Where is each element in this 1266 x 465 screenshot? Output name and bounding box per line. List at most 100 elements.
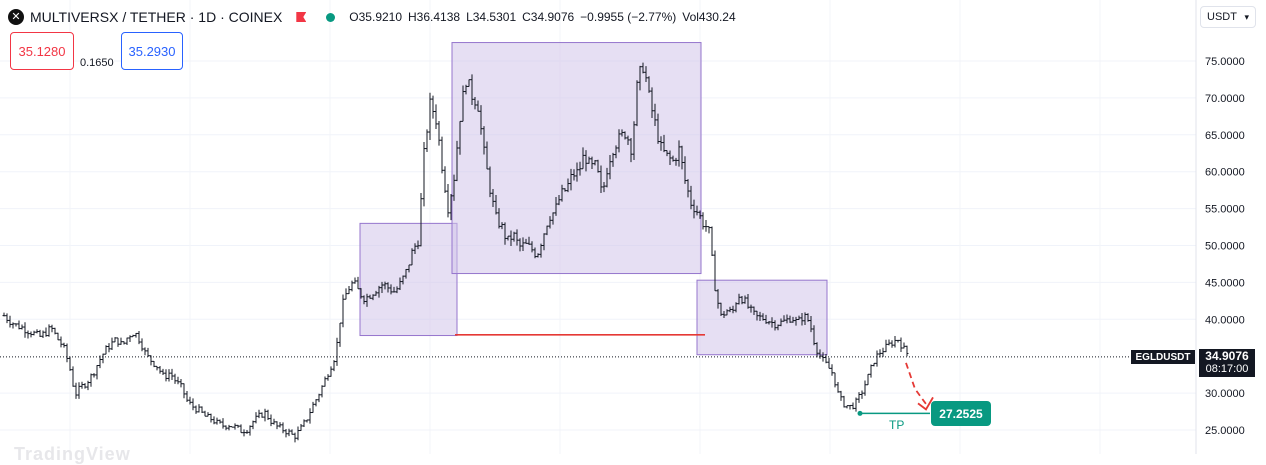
ohlc-bar xyxy=(848,404,852,410)
ohlc-bar xyxy=(572,169,576,181)
tp-price-tag[interactable]: 27.2525 xyxy=(931,401,991,426)
spread-value: 0.1650 xyxy=(80,45,114,81)
ohlc-bar xyxy=(215,417,219,425)
ohlc-bar xyxy=(707,226,711,234)
ohlc-bar xyxy=(308,408,312,424)
ohlc-bar xyxy=(674,157,678,166)
ohlc-bar xyxy=(209,413,213,423)
ohlc-bar xyxy=(293,432,297,443)
ohlc-bar xyxy=(623,131,627,140)
ohlc-bar xyxy=(335,337,339,366)
ohlc-bar xyxy=(827,357,831,369)
symbol-title[interactable]: MULTIVERSX / TETHER · 1D · COINEX xyxy=(30,9,283,25)
ohlc-bar xyxy=(131,334,135,338)
ohlc-bar xyxy=(395,286,399,294)
ohlc-bar xyxy=(755,310,759,321)
ohlc-bar xyxy=(605,167,609,188)
ohlc-bar xyxy=(263,408,267,422)
ohlc-bar xyxy=(254,412,258,424)
ohlc-bar xyxy=(617,129,621,153)
price-chart[interactable]: 75.0000 70.0000 65.0000 60.0000 55.0000 50.00… xyxy=(0,0,1266,454)
y-tick-label: 65.0000 xyxy=(1205,130,1245,142)
ohlc-bar xyxy=(146,347,150,357)
ohlc-bar xyxy=(197,404,201,413)
currency-label: USDT xyxy=(1207,11,1237,23)
ohlc-bar xyxy=(785,314,789,324)
y-tick-label: 45.0000 xyxy=(1205,277,1245,289)
currency-selector[interactable]: USDT ▾ xyxy=(1200,6,1256,28)
ohlc-bar xyxy=(383,281,387,290)
ohlc-bar xyxy=(65,343,69,363)
ohlc-bar xyxy=(17,320,21,330)
ohlc-bar xyxy=(668,150,672,166)
ohlc-bar xyxy=(332,360,336,372)
ohlc-bar xyxy=(200,406,204,414)
ohlc-bar xyxy=(314,399,318,407)
flag-icon[interactable] xyxy=(296,12,307,22)
symbol-header[interactable]: ✕ MULTIVERSX / TETHER · 1D · COINEX O35.… xyxy=(8,6,736,28)
chevron-down-icon: ▾ xyxy=(1244,11,1249,22)
ohlc-bar xyxy=(752,306,756,316)
ohlc-bar xyxy=(506,235,510,241)
y-tick-label: 60.0000 xyxy=(1205,167,1245,179)
ohlc-bar xyxy=(359,288,363,299)
buy-button[interactable]: 35.2930 xyxy=(121,32,183,70)
ohlc-bar xyxy=(659,136,663,151)
ohlc-bar xyxy=(884,339,888,353)
ohlc-bar xyxy=(482,126,486,155)
ohlc-bar xyxy=(665,150,669,157)
ohlc-bar xyxy=(140,338,144,352)
arrow-head-icon xyxy=(917,396,934,411)
ohlc-bar xyxy=(248,425,252,436)
ohlc-bar xyxy=(710,226,714,256)
ohlc-bar xyxy=(50,324,54,333)
ohlc-bar xyxy=(878,349,882,358)
ohlc-bar xyxy=(653,103,657,127)
ohlc-bar xyxy=(875,350,879,367)
ohlc-bar xyxy=(182,383,186,399)
ohlc-bar xyxy=(560,184,564,202)
ohlc-bar xyxy=(62,342,66,348)
ohlc-bar xyxy=(89,373,93,387)
y-tick-label: 75.0000 xyxy=(1205,56,1245,68)
ohlc-bar xyxy=(764,314,768,324)
ohlc-bar xyxy=(479,105,483,135)
ohlc-bar xyxy=(593,160,597,166)
ohlc-bar xyxy=(416,240,420,250)
ohlc-bar xyxy=(191,398,195,411)
ohlc-bar xyxy=(746,293,750,309)
ohlc-bar xyxy=(686,179,690,198)
ohlc-bar xyxy=(230,426,234,428)
y-tick-label: 25.0000 xyxy=(1205,425,1245,437)
ohlc-bar xyxy=(704,220,708,232)
ohlc-bar xyxy=(305,419,309,423)
ohlc-bar xyxy=(233,423,237,430)
price-axis[interactable]: 75.0000 70.0000 65.0000 60.0000 55.0000 50.00… xyxy=(1195,0,1245,454)
ohlc-bar xyxy=(86,380,90,391)
ohlc-bar xyxy=(287,428,291,437)
ohlc-bar xyxy=(236,424,240,428)
ohlc-bar xyxy=(302,419,306,428)
ohlc-bar xyxy=(683,156,687,184)
ohlc-bar xyxy=(218,419,222,424)
ohlc-bar xyxy=(521,237,525,251)
ohlc-bar xyxy=(524,238,528,244)
sell-button[interactable]: 35.1280 xyxy=(10,32,74,70)
ohlc-bar xyxy=(92,373,96,378)
ohlc-bar xyxy=(20,324,24,330)
ohlc-bar xyxy=(14,323,18,327)
ohlc-bar xyxy=(101,353,105,364)
ohlc-bar xyxy=(284,429,288,438)
tp-anchor xyxy=(857,410,863,416)
ohlc-bar xyxy=(749,304,753,313)
ohlc-bar xyxy=(782,315,786,322)
ohlc-bar xyxy=(437,120,441,146)
drawing-overlays[interactable] xyxy=(0,333,1196,416)
ohlc-bar xyxy=(44,327,48,337)
ohlc-bar xyxy=(734,302,738,313)
ohlc-bar xyxy=(539,243,543,258)
ohlc-bar xyxy=(71,366,75,387)
ohlc-bar xyxy=(38,329,42,338)
ohlc-bar xyxy=(26,330,30,339)
ohlc-bar xyxy=(470,74,474,106)
